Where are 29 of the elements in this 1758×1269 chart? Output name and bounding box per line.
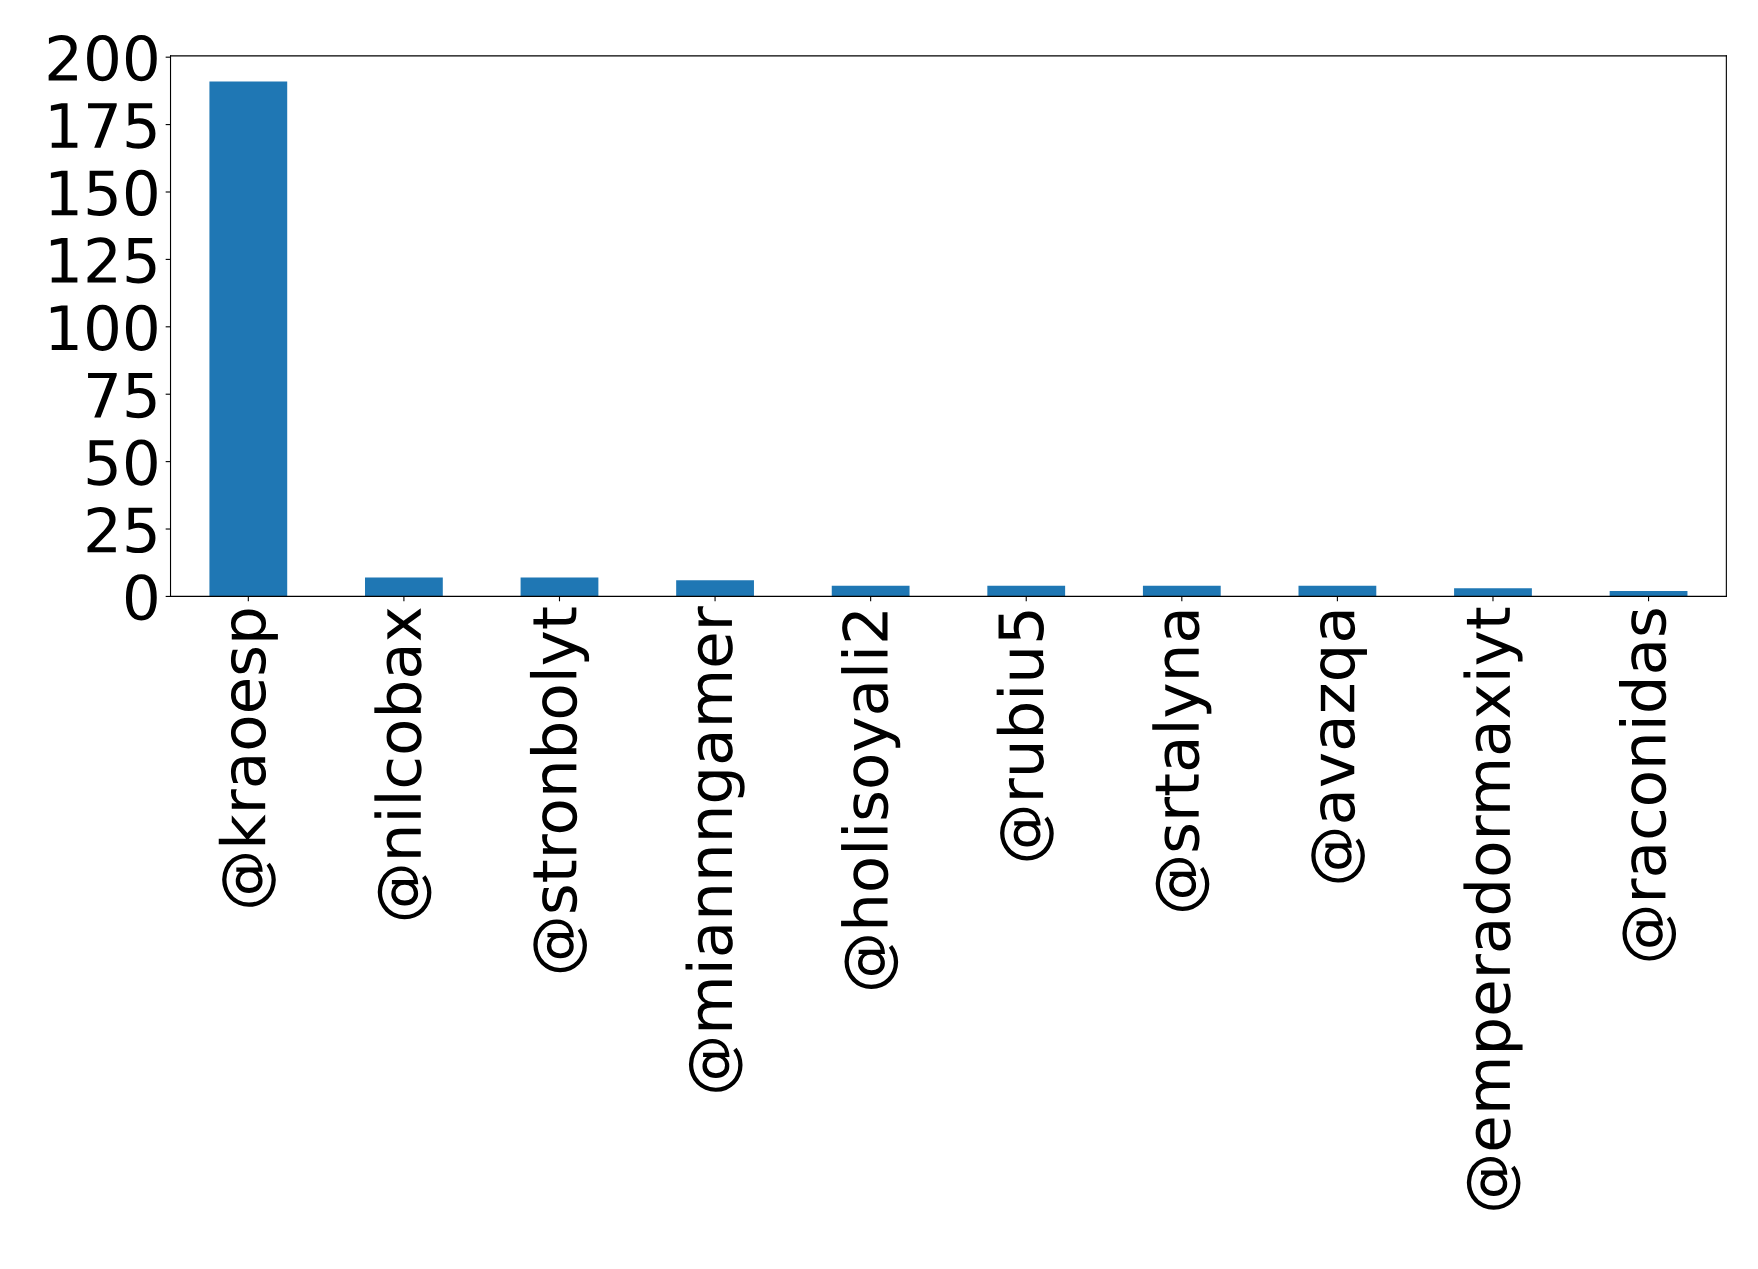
y-tick-label: 0	[125, 574, 157, 621]
bar	[831, 585, 910, 597]
x-tick-label: @emperadormaxiyt	[1463, 607, 1523, 1210]
y-tick-label: 25	[87, 506, 156, 554]
x-tick-label: @nilcobax	[374, 608, 432, 920]
y-tick-label: 50	[87, 439, 157, 486]
bar	[1609, 591, 1688, 597]
bar	[520, 577, 599, 597]
bar	[1454, 588, 1532, 597]
x-tick-label: @avazqa	[1311, 611, 1367, 883]
x-tick-label: @raconidas	[1618, 609, 1677, 961]
y-tick-label: 150	[50, 169, 157, 217]
x-tick-label: @stronbolyt	[529, 607, 590, 973]
x-tick-label: @kraoesp	[218, 609, 278, 907]
bar	[365, 577, 443, 597]
bar	[209, 81, 288, 597]
bar	[1142, 585, 1221, 597]
x-tick-label: @holisoyali2	[841, 612, 901, 989]
y-tick-label: 125	[50, 237, 156, 284]
bar	[1298, 585, 1377, 597]
x-tick-label: @miannngamer	[685, 606, 745, 1092]
y-tick-label: 175	[50, 103, 156, 149]
bar	[676, 580, 754, 597]
bar	[987, 585, 1066, 597]
x-tick-label: @srtalyna	[1152, 611, 1212, 911]
y-tick-label: 100	[50, 304, 157, 351]
y-tick-label: 75	[88, 372, 156, 419]
y-tick-label: 200	[48, 35, 157, 82]
x-tick-label: @rubiu5	[996, 611, 1054, 861]
